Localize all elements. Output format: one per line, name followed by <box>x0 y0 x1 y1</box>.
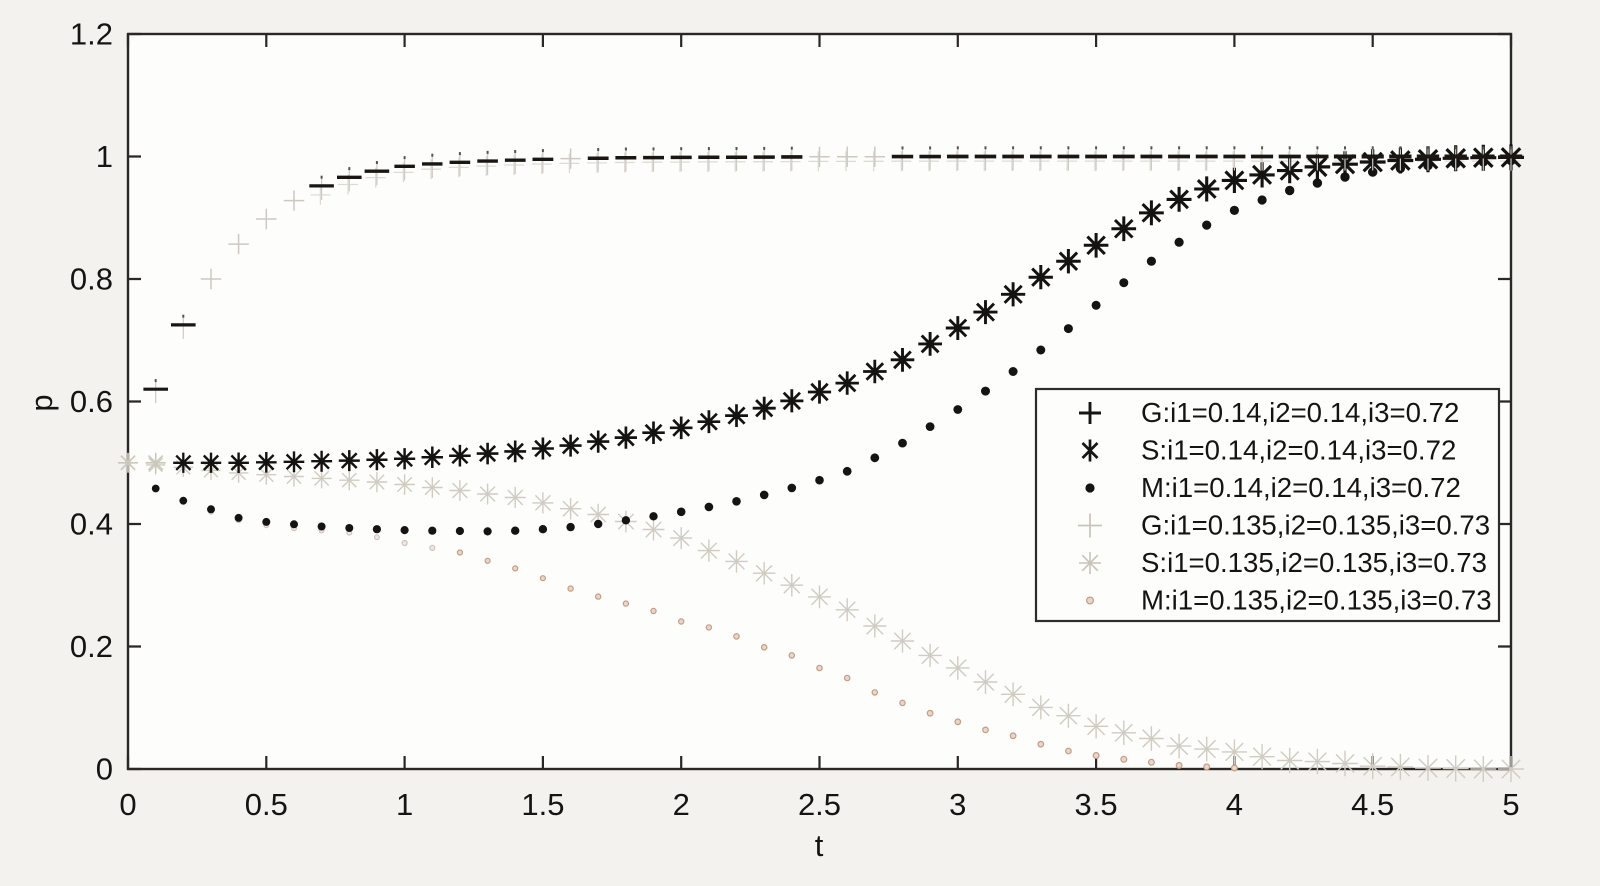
svg-text:S:i1=0.14,i2=0.14,i3=0.72: S:i1=0.14,i2=0.14,i3=0.72 <box>1141 435 1456 466</box>
svg-text:0.6: 0.6 <box>70 384 113 419</box>
svg-text:1.2: 1.2 <box>70 17 113 52</box>
svg-text:0: 0 <box>119 787 136 822</box>
svg-text:1: 1 <box>396 787 413 822</box>
svg-text:3: 3 <box>949 787 966 822</box>
svg-text:M:i1=0.14,i2=0.14,i3=0.72: M:i1=0.14,i2=0.14,i3=0.72 <box>1141 472 1461 503</box>
svg-text:4.5: 4.5 <box>1351 787 1394 822</box>
svg-text:5: 5 <box>1502 787 1519 822</box>
svg-text:0.8: 0.8 <box>70 262 113 297</box>
svg-text:0.5: 0.5 <box>245 787 288 822</box>
svg-text:p: p <box>24 394 59 411</box>
svg-text:2.5: 2.5 <box>798 787 841 822</box>
svg-text:4: 4 <box>1226 787 1243 822</box>
svg-text:M:i1=0.135,i2=0.135,i3=0.73: M:i1=0.135,i2=0.135,i3=0.73 <box>1141 585 1492 616</box>
svg-text:1.5: 1.5 <box>521 787 564 822</box>
svg-text:S:i1=0.135,i2=0.135,i3=0.73: S:i1=0.135,i2=0.135,i3=0.73 <box>1141 547 1487 578</box>
svg-text:0: 0 <box>96 752 113 787</box>
svg-text:2: 2 <box>673 787 690 822</box>
svg-text:0.4: 0.4 <box>70 507 113 542</box>
svg-text:1: 1 <box>96 139 113 174</box>
svg-text:G:i1=0.135,i2=0.135,i3=0.73: G:i1=0.135,i2=0.135,i3=0.73 <box>1141 510 1490 541</box>
svg-text:0.2: 0.2 <box>70 629 113 664</box>
svg-text:t: t <box>815 828 824 863</box>
svg-text:G:i1=0.14,i2=0.14,i3=0.72: G:i1=0.14,i2=0.14,i3=0.72 <box>1141 397 1459 428</box>
svg-text:3.5: 3.5 <box>1075 787 1118 822</box>
